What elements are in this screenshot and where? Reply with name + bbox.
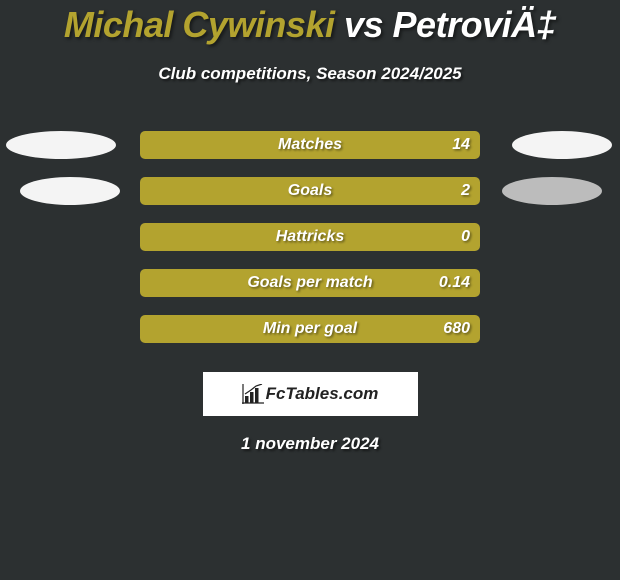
stat-value: 680 (443, 320, 470, 338)
stat-row: Goals per match 0.14 (0, 260, 620, 306)
stat-bar: Hattricks 0 (140, 223, 480, 251)
stat-row: Min per goal 680 (0, 306, 620, 352)
comparison-title: Michal Cywinski vs PetroviÄ‡ (0, 0, 620, 46)
bars-icon (242, 384, 264, 404)
ellipse-left (20, 177, 120, 205)
stat-bar: Min per goal 680 (140, 315, 480, 343)
stat-value: 2 (461, 182, 470, 200)
stat-label: Min per goal (263, 320, 357, 338)
vs-text: vs (344, 4, 383, 45)
logo-inner: FcTables.com (242, 384, 379, 404)
stat-value: 0 (461, 228, 470, 246)
stat-row: Matches 14 (0, 122, 620, 168)
date-text: 1 november 2024 (0, 434, 620, 454)
player2-name: PetroviÄ‡ (393, 4, 557, 45)
stat-row: Hattricks 0 (0, 214, 620, 260)
ellipse-right (512, 131, 612, 159)
stat-label: Goals (288, 182, 332, 200)
subtitle: Club competitions, Season 2024/2025 (0, 64, 620, 84)
ellipse-right (502, 177, 602, 205)
ellipse-left (6, 131, 116, 159)
stat-value: 14 (452, 136, 470, 154)
player1-name: Michal Cywinski (64, 4, 335, 45)
stat-label: Matches (278, 136, 342, 154)
stat-label: Hattricks (276, 228, 344, 246)
stat-value: 0.14 (439, 274, 470, 292)
logo-text: FcTables.com (266, 384, 379, 404)
stat-bar: Goals per match 0.14 (140, 269, 480, 297)
logo-box: FcTables.com (203, 372, 418, 416)
stat-row: Goals 2 (0, 168, 620, 214)
stat-bar: Matches 14 (140, 131, 480, 159)
stat-label: Goals per match (247, 274, 372, 292)
stats-area: Matches 14 Goals 2 Hattricks 0 Goals per match… (0, 122, 620, 352)
stat-bar: Goals 2 (140, 177, 480, 205)
